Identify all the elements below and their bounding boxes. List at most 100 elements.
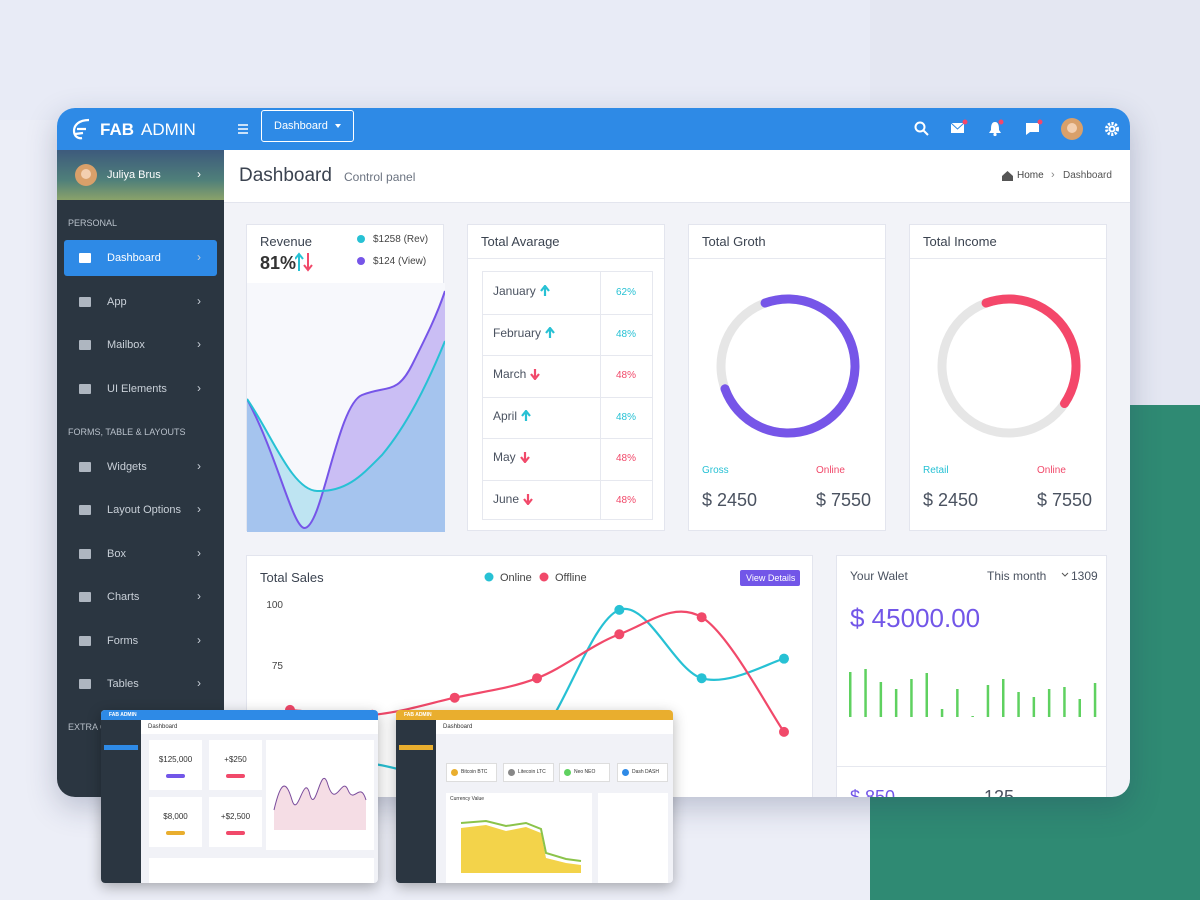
- arrow-shape: [519, 452, 530, 463]
- nav-label: Layout Options: [107, 504, 181, 516]
- row-divider: [483, 313, 652, 315]
- thumb-stat-card: $8,000: [149, 797, 202, 847]
- legend-label: Online: [500, 572, 532, 584]
- thumb-coin-icon: [508, 769, 515, 776]
- nav-item[interactable]: Box ›: [64, 536, 217, 572]
- chevron: ›: [197, 676, 201, 690]
- thumb-stat: +$250: [224, 755, 247, 764]
- thumb-coin-card: Bitcoin BTC: [446, 763, 497, 782]
- search-circle: [914, 121, 926, 133]
- page-header: Dashboard Control panel Home › Dashboard: [224, 150, 1130, 203]
- nav-item[interactable]: UI Elements ›: [64, 371, 217, 407]
- thumb-chart-card: [266, 740, 374, 850]
- arrow-up: [295, 252, 304, 271]
- caret: [335, 124, 341, 128]
- nav-item[interactable]: Widgets ›: [64, 449, 217, 485]
- donut: [716, 294, 860, 438]
- average-table: January 62% February 48% March 48% April 48% May…: [482, 271, 653, 520]
- thumb-coin-card: Dash DASH: [617, 763, 668, 782]
- footer-value: $ 850: [850, 787, 896, 797]
- balance: $ 45000.00: [850, 603, 981, 633]
- bar: [894, 689, 898, 717]
- legend-label: $1258 (Rev): [373, 234, 429, 245]
- nav-item[interactable]: Tables ›: [64, 666, 217, 702]
- chevron: ›: [197, 502, 201, 516]
- chat-icon[interactable]: [1025, 119, 1043, 137]
- nav-icon: [79, 296, 91, 307]
- card-title: Total Income: [923, 234, 997, 249]
- nav-item[interactable]: Charts ›: [64, 579, 217, 615]
- percent: 62%: [615, 287, 636, 298]
- hamburger-lines: [238, 124, 248, 134]
- thumb-coin-icon: [622, 769, 629, 776]
- caret-shape: [335, 124, 341, 128]
- thumb-stat-card: $125,000: [149, 740, 202, 790]
- avatar[interactable]: [1061, 118, 1083, 140]
- month: May: [493, 450, 516, 464]
- row-divider: [483, 479, 652, 481]
- income-card: Total Income Retail Online $ 2450 $ 7550: [909, 224, 1107, 531]
- month: January: [493, 284, 536, 298]
- brand-light: ADMIN: [141, 120, 196, 139]
- thumb-header: [141, 720, 378, 734]
- hamburger[interactable]: [237, 123, 249, 135]
- search-icon[interactable]: [914, 121, 930, 137]
- wallet-card: Your Walet This month 1309 $ 45000.00 $ …: [836, 555, 1107, 797]
- arrow-shape: [545, 326, 555, 338]
- point: [614, 604, 625, 615]
- preview-thumbnail[interactable]: FAB ADMIN Dashboard Currency Value Bitco…: [396, 710, 673, 883]
- menu-button[interactable]: Dashboard: [261, 110, 354, 142]
- chevron: ›: [197, 589, 201, 603]
- nav-item[interactable]: App ›: [64, 284, 217, 320]
- legend-dot: [539, 572, 549, 582]
- logo-path: [72, 118, 90, 140]
- nav-icon: [79, 679, 91, 689]
- month: June: [493, 491, 520, 506]
- stat-label: Online: [1037, 465, 1066, 476]
- thumb-stat: $8,000: [163, 812, 188, 821]
- nav-icon: [79, 461, 91, 472]
- preview-thumbnail[interactable]: FAB ADMIN Dashboard $125,000 +$250 $8,000 +…: [101, 710, 378, 883]
- nav-item[interactable]: Layout Options ›: [64, 492, 217, 528]
- thumb-coin: Neo NEO: [574, 769, 596, 775]
- bar: [925, 673, 928, 717]
- thumb-header: [436, 720, 673, 734]
- bell-body: [989, 122, 1001, 133]
- badge: [962, 119, 968, 125]
- breadcrumb-item[interactable]: Home: [1017, 170, 1044, 181]
- thumb-active: [399, 745, 433, 750]
- footer-value: 125: [984, 787, 1015, 797]
- thumb-bottom-card: [149, 858, 374, 883]
- arrow-shape: [530, 369, 541, 380]
- thumb-pill: [226, 831, 245, 835]
- card-title: Revenue: [260, 234, 313, 249]
- period[interactable]: This month: [987, 569, 1047, 583]
- row-divider: [483, 355, 652, 356]
- nav-item[interactable]: Forms ›: [64, 623, 217, 659]
- count: 1309: [1071, 569, 1098, 583]
- page-title: Dashboard: [239, 165, 332, 186]
- nav-icon: [79, 635, 91, 646]
- user-panel[interactable]: Juliya Brus ›: [57, 150, 224, 200]
- badge: [1037, 119, 1043, 125]
- growth-card: Total Groth Gross Online $ 2450 $ 7550: [688, 224, 886, 531]
- bar: [971, 716, 974, 717]
- point: [614, 629, 625, 640]
- donut-progress: [937, 294, 1081, 438]
- settings-icon[interactable]: [1104, 121, 1120, 137]
- thumb-stat-card: +$2,500: [209, 797, 262, 847]
- thumb-title: Dashboard: [148, 724, 178, 730]
- gear-teeth: [1105, 122, 1119, 136]
- legend-dot: [357, 257, 365, 265]
- nav-item[interactable]: Dashboard ›: [64, 240, 217, 276]
- point: [779, 726, 789, 737]
- bell-clapper: [993, 132, 997, 137]
- view-details-button[interactable]: View Details: [740, 570, 800, 586]
- nav-item[interactable]: Mailbox ›: [64, 327, 217, 363]
- bell-icon[interactable]: [988, 119, 1006, 137]
- thumb-coin-card: Litecoin LTC: [503, 763, 554, 782]
- mail-icon[interactable]: [950, 119, 968, 135]
- divider: [689, 258, 885, 259]
- stat-value: $ 7550: [816, 490, 872, 510]
